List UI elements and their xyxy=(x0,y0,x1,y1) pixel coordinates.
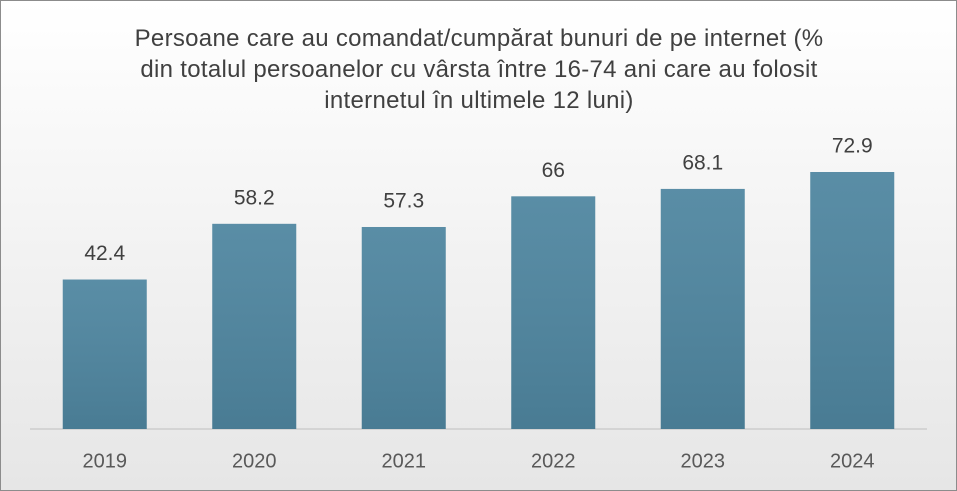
x-tick-label: 2024 xyxy=(830,450,875,472)
data-label: 72.9 xyxy=(832,135,873,158)
bar-shade xyxy=(361,226,446,429)
x-tick-label: 2022 xyxy=(531,450,576,472)
data-label: 66 xyxy=(542,159,565,182)
data-label: 58.2 xyxy=(234,186,275,209)
x-tick-label: 2021 xyxy=(382,450,427,472)
x-tick-label: 2023 xyxy=(681,450,726,472)
x-tick-label: 2020 xyxy=(232,450,277,472)
data-label: 57.3 xyxy=(383,190,424,213)
bar-shade xyxy=(511,196,596,429)
bar-shade xyxy=(810,172,895,429)
bar-shade xyxy=(62,279,147,429)
x-tick-label: 2019 xyxy=(83,450,128,472)
data-label: 68.1 xyxy=(682,151,723,174)
chart-title: Persoane care au comandat/cumpărat bunur… xyxy=(134,25,824,114)
bar-shade xyxy=(212,223,297,429)
data-label: 42.4 xyxy=(84,242,125,265)
bar-shade xyxy=(660,188,745,429)
